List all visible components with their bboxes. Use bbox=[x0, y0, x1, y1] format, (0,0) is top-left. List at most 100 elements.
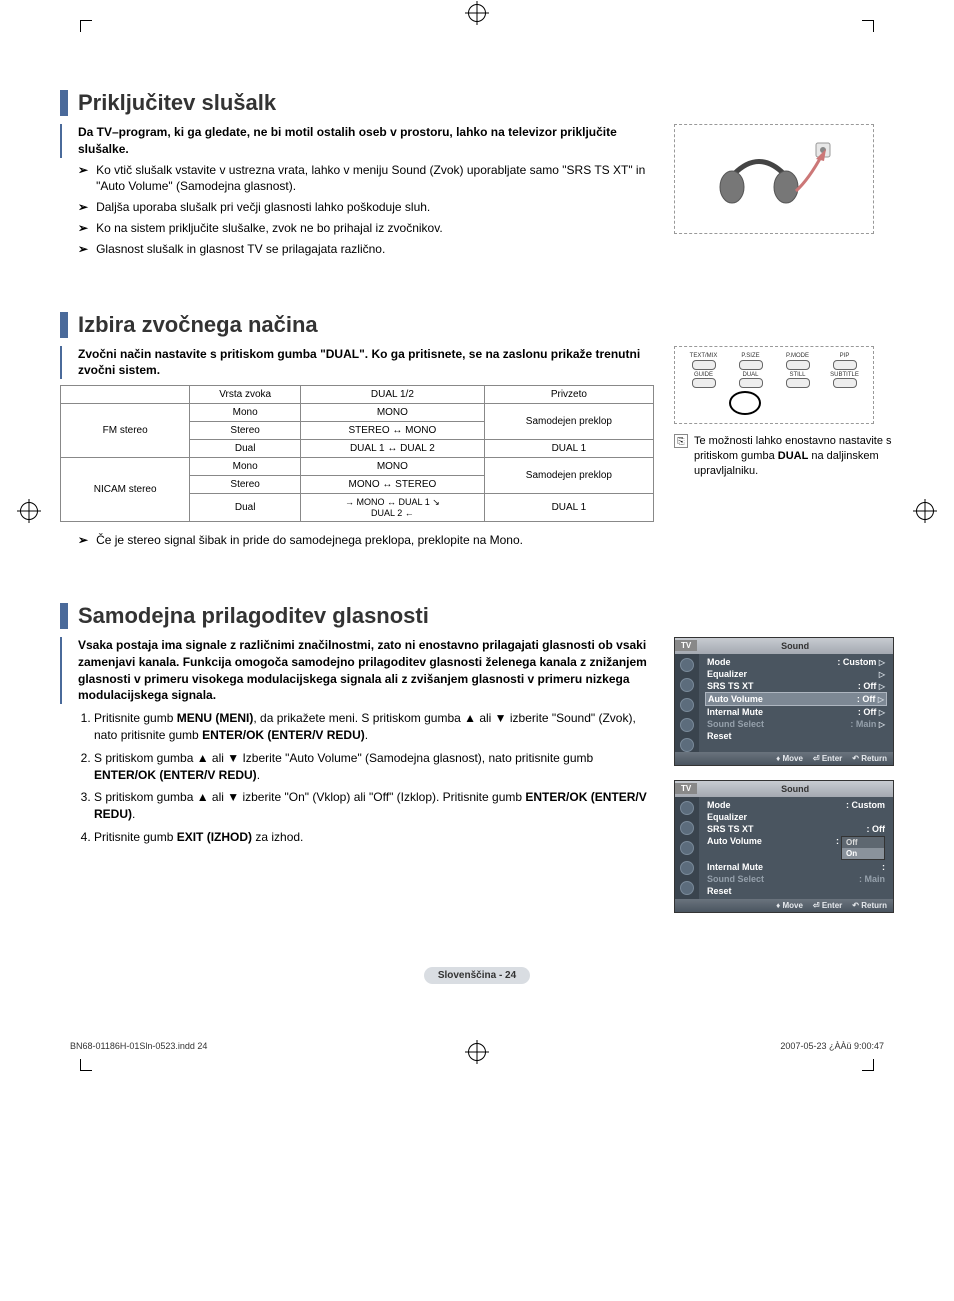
numbered-list: Pritisnite gumb MENU (MENI), da prikažet… bbox=[78, 710, 654, 846]
section-intro: Da TV–program, ki ga gledate, ne bi moti… bbox=[60, 124, 654, 158]
table-cell: Stereo bbox=[190, 476, 301, 494]
osd-icon bbox=[680, 821, 694, 835]
osd-footer-move: ♦ Move bbox=[776, 754, 803, 763]
table-cell: Dual bbox=[190, 440, 301, 458]
arrow-icon: ➢ bbox=[78, 241, 88, 258]
table-cell: MONO bbox=[300, 404, 484, 422]
crop-mark bbox=[80, 1059, 92, 1071]
section-intro: Zvočni način nastavite s pritiskom gumba… bbox=[60, 346, 654, 380]
table-cell: Dual bbox=[190, 494, 301, 522]
table-cell: DUAL 1 bbox=[484, 494, 653, 522]
section-auto-volume: Samodejna prilagoditev glasnosti Vsaka p… bbox=[60, 603, 894, 927]
bullet-text: Daljša uporaba slušalk pri večji glasnos… bbox=[96, 199, 654, 216]
osd-footer-return: ↶ Return bbox=[852, 901, 887, 910]
osd-menu-row: Auto Volume: Off ▷ bbox=[705, 692, 887, 706]
osd-screenshot-1: TV Sound Mode: Custom ▷Equalizer ▷SRS TS… bbox=[674, 637, 894, 766]
bullet-text: Ko vtič slušalk vstavite v ustrezna vrat… bbox=[96, 162, 654, 196]
osd-icon-column bbox=[675, 654, 699, 752]
section-title: Izbira zvočnega načina bbox=[60, 312, 894, 338]
arrow-icon: ➢ bbox=[78, 199, 88, 216]
table-cell: FM stereo bbox=[61, 404, 190, 458]
osd-icon bbox=[680, 678, 694, 692]
section-headphones: Priključitev slušalk Da TV–program, ki g… bbox=[60, 90, 894, 262]
table-cell: Samodejen preklop bbox=[484, 404, 653, 440]
list-item: Pritisnite gumb EXIT (IZHOD) za izhod. bbox=[94, 829, 654, 846]
tip-text-bold: DUAL bbox=[778, 450, 809, 462]
remote-button bbox=[833, 378, 857, 388]
osd-icon bbox=[680, 738, 694, 752]
osd-menu-list: Mode: Custom ▷Equalizer ▷SRS TS XT: Off … bbox=[699, 654, 893, 752]
bullet-list: ➢Ko vtič slušalk vstavite v ustrezna vra… bbox=[78, 162, 654, 258]
remote-button bbox=[786, 360, 810, 370]
osd-menu-row: Internal Mute: Off ▷ bbox=[705, 706, 887, 718]
arrow-icon: ➢ bbox=[78, 532, 88, 549]
remote-button bbox=[786, 378, 810, 388]
sound-mode-table: Vrsta zvoka DUAL 1/2 Privzeto FM stereo … bbox=[60, 385, 654, 522]
remote-button bbox=[833, 360, 857, 370]
section-sound-mode: Izbira zvočnega načina Zvočni način nast… bbox=[60, 312, 894, 553]
osd-footer: ♦ Move ⏎ Enter ↶ Return bbox=[675, 752, 893, 765]
remote-label: PIP bbox=[830, 353, 860, 359]
table-header: DUAL 1/2 bbox=[300, 386, 484, 404]
crop-mark bbox=[862, 1059, 874, 1071]
section-title: Priključitev slušalk bbox=[60, 90, 894, 116]
osd-icon bbox=[680, 881, 694, 895]
osd-menu-row: Reset bbox=[705, 730, 887, 742]
registration-mark bbox=[468, 4, 486, 22]
tip-icon: ⎘ bbox=[674, 434, 688, 448]
osd-screenshot-2: TV Sound Mode: CustomEqualizerSRS TS XT:… bbox=[674, 780, 894, 913]
osd-menu-row: SRS TS XT: Off bbox=[705, 823, 887, 835]
list-item: Pritisnite gumb MENU (MENI), da prikažet… bbox=[94, 710, 654, 744]
osd-menu-row: Mode: Custom ▷ bbox=[705, 656, 887, 668]
osd-footer-enter: ⏎ Enter bbox=[813, 901, 842, 910]
arrow-icon: ➢ bbox=[78, 220, 88, 237]
table-cell: Mono bbox=[190, 458, 301, 476]
table-header: Privzeto bbox=[484, 386, 653, 404]
table-cell: → MONO ↔ DUAL 1 ↘ DUAL 2 ← bbox=[300, 494, 484, 522]
osd-icon bbox=[680, 658, 694, 672]
crop-mark bbox=[80, 20, 92, 32]
registration-mark bbox=[20, 502, 38, 520]
registration-mark bbox=[468, 1043, 486, 1061]
remote-button bbox=[692, 360, 716, 370]
osd-icon-column bbox=[675, 797, 699, 899]
table-cell: NICAM stereo bbox=[61, 458, 190, 522]
table-cell: Samodejen preklop bbox=[484, 458, 653, 494]
table-cell: DUAL 1 ↔ DUAL 2 bbox=[300, 440, 484, 458]
osd-tv-badge: TV bbox=[675, 783, 697, 794]
remote-highlight-icon bbox=[729, 391, 761, 415]
osd-menu-row: Equalizer bbox=[705, 811, 887, 823]
list-item: S pritiskom gumba ▲ ali ▼ izberite "On" … bbox=[94, 789, 654, 823]
osd-footer: ♦ Move ⏎ Enter ↶ Return bbox=[675, 899, 893, 912]
osd-footer-move: ♦ Move bbox=[776, 901, 803, 910]
table-header: Vrsta zvoka bbox=[190, 386, 301, 404]
osd-icon bbox=[680, 698, 694, 712]
remote-label: DUAL bbox=[736, 372, 766, 378]
section-intro: Vsaka postaja ima signale z različnimi z… bbox=[60, 637, 654, 704]
remote-label: SUBTITLE bbox=[830, 372, 860, 378]
list-item: S pritiskom gumba ▲ ali ▼ Izberite "Auto… bbox=[94, 750, 654, 784]
osd-dropdown: OffOn bbox=[841, 836, 885, 860]
arrow-icon: ➢ bbox=[78, 162, 88, 196]
table-cell: MONO bbox=[300, 458, 484, 476]
remote-illustration: TEXT/MIX P.SIZE P.MODE PIP GUIDE DUAL ST… bbox=[674, 346, 874, 424]
osd-menu-row: Sound Select: Main ▷ bbox=[705, 718, 887, 730]
osd-menu-list: Mode: CustomEqualizerSRS TS XT: OffAuto … bbox=[699, 797, 893, 899]
osd-menu-row: Sound Select: Main bbox=[705, 873, 887, 885]
osd-title: Sound bbox=[697, 641, 893, 651]
headphone-illustration bbox=[674, 124, 874, 234]
osd-menu-row: Auto Volume:OffOn bbox=[705, 835, 887, 861]
osd-menu-row: Mode: Custom bbox=[705, 799, 887, 811]
table-cell: Mono bbox=[190, 404, 301, 422]
osd-footer-return: ↶ Return bbox=[852, 754, 887, 763]
page-number-label: Slovenščina - 24 bbox=[60, 967, 894, 981]
remote-label: STILL bbox=[783, 372, 813, 378]
footnote-text: Če je stereo signal šibak in pride do sa… bbox=[96, 532, 654, 549]
osd-icon bbox=[680, 801, 694, 815]
osd-icon bbox=[680, 841, 694, 855]
section-title: Samodejna prilagoditev glasnosti bbox=[60, 603, 894, 629]
registration-mark bbox=[916, 502, 934, 520]
osd-menu-row: Reset bbox=[705, 885, 887, 897]
osd-menu-row: Internal Mute: bbox=[705, 861, 887, 873]
table-cell: Stereo bbox=[190, 422, 301, 440]
